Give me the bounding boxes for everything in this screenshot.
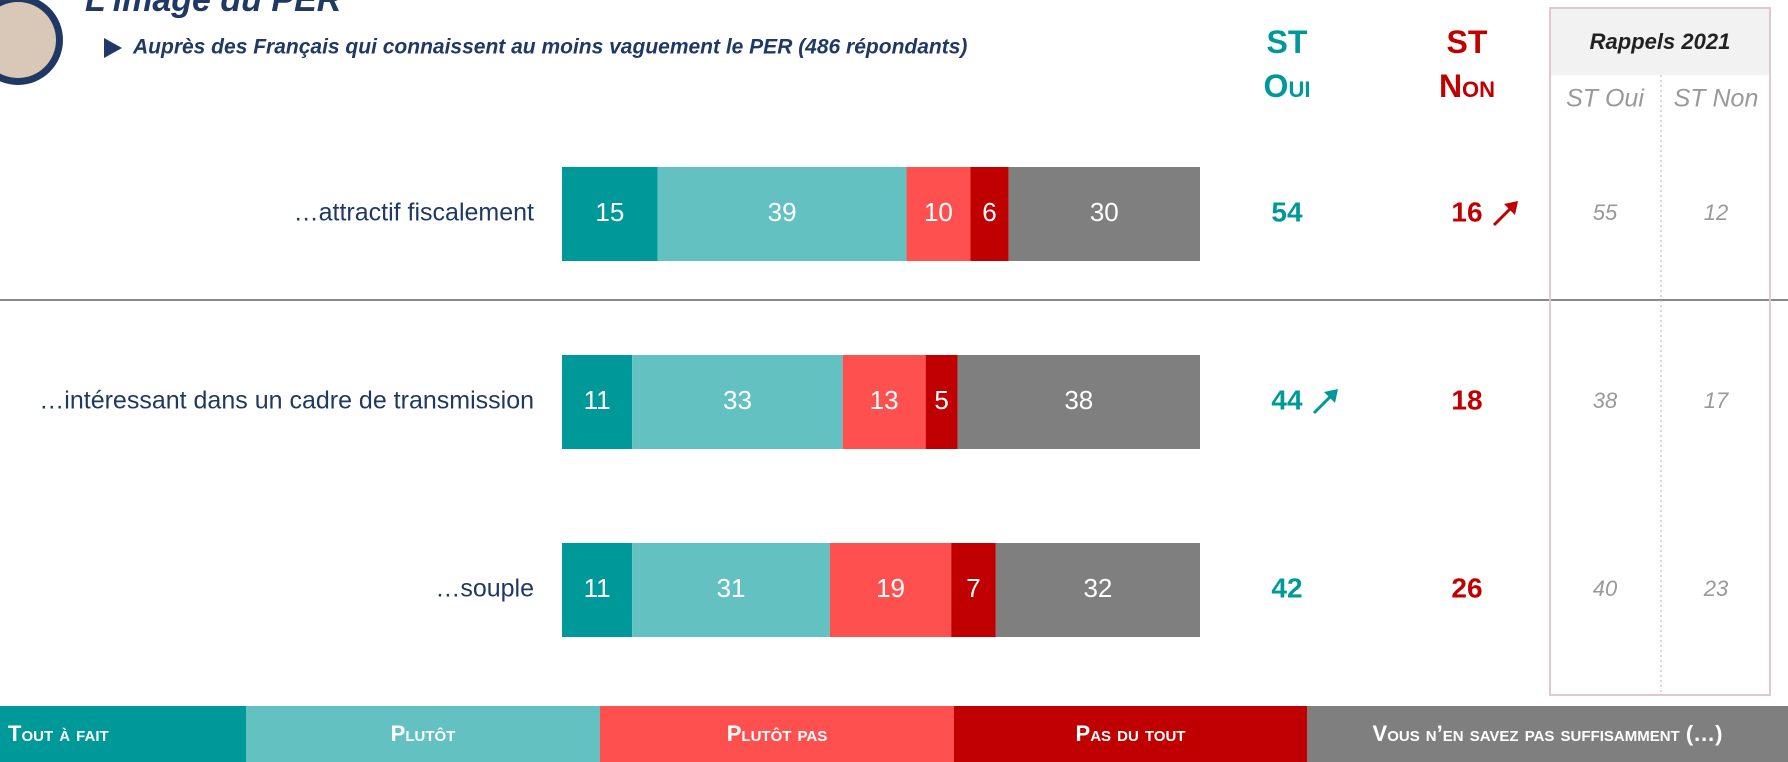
rappels-title: Rappels 2021 (1590, 29, 1731, 54)
data-label: 7 (966, 573, 980, 603)
title: L’image du PER (85, 0, 342, 19)
chart: L’image du PER Auprès des Français qui c… (0, 0, 1788, 762)
data-label: 31 (717, 573, 746, 603)
legend-item: Pas du tout (954, 706, 1307, 762)
st-oui-value: 54 (1271, 196, 1303, 227)
rappels-col: ST Oui (1566, 85, 1645, 113)
legend-item: Plutôt pas (600, 706, 954, 762)
rappel-non: 17 (1704, 388, 1729, 413)
data-label: 11 (584, 385, 611, 415)
category-label: …intéressant dans un cadre de transmissi… (39, 387, 534, 415)
data-label: 15 (595, 197, 624, 227)
data-label: 32 (1083, 573, 1112, 603)
page: {"header": {"title": "L’image du PER", "… (0, 0, 1788, 762)
data-label: 19 (876, 573, 905, 603)
data-label: 5 (934, 385, 948, 415)
st-oui-header: ST Oui (1242, 20, 1332, 108)
data-label: 33 (723, 385, 752, 415)
legend-item: Vous n’en savez pas suffisamment (…) (1307, 706, 1788, 762)
st-non-value: 16 (1451, 196, 1482, 227)
bullet (104, 38, 122, 58)
st-non-value: 18 (1451, 384, 1482, 415)
data-label: 38 (1064, 385, 1093, 415)
st-non-value: 26 (1451, 572, 1482, 603)
legend-item: Plutôt (246, 706, 600, 762)
rappel-non: 12 (1704, 200, 1728, 225)
data-label: 10 (924, 197, 953, 227)
data-label: 39 (768, 197, 797, 227)
st-non-header: ST Non (1422, 20, 1512, 108)
rappel-non: 23 (1703, 576, 1729, 601)
rappels-col: ST Non (1674, 85, 1759, 113)
st-oui-value: 42 (1271, 572, 1302, 603)
data-label: 30 (1090, 197, 1119, 227)
st-oui-value: 44 (1271, 384, 1303, 415)
category-label: …souple (435, 575, 534, 603)
legend-item: Tout à fait (0, 706, 246, 762)
category-label: …attractif fiscalement (294, 199, 534, 227)
data-label: 6 (982, 197, 996, 227)
rappel-oui: 40 (1593, 576, 1618, 601)
rappel-oui: 38 (1593, 388, 1618, 413)
data-label: 11 (584, 573, 611, 603)
subtitle: Auprès des Français qui connaissent au m… (132, 36, 967, 59)
data-label: 13 (870, 385, 899, 415)
rappel-oui: 55 (1593, 200, 1618, 225)
